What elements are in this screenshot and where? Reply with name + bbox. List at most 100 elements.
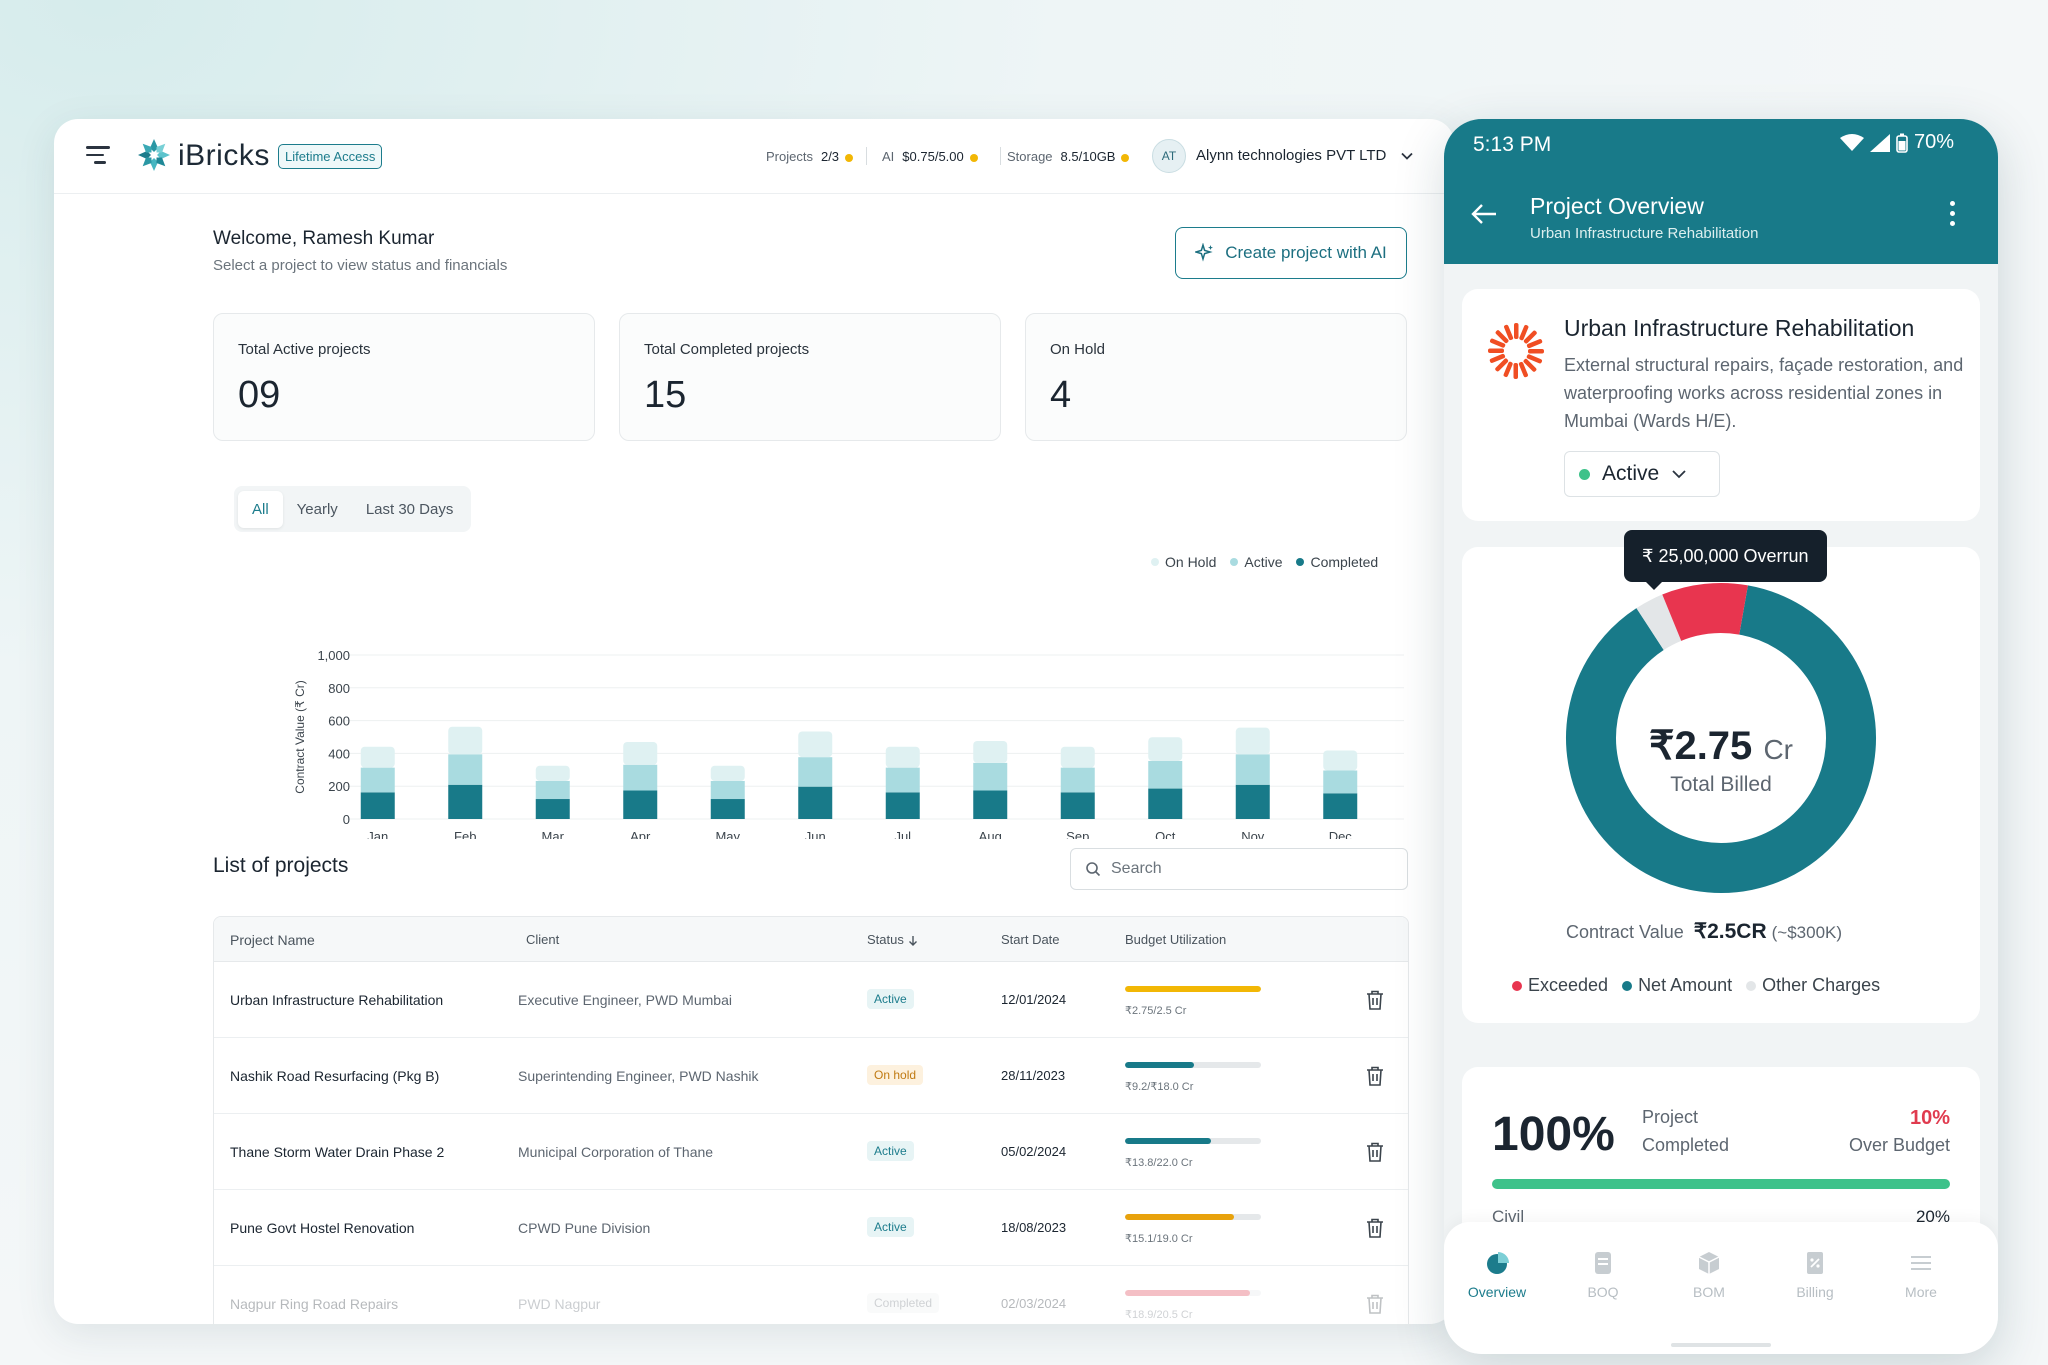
start-date-cell: 02/03/2024 [1001, 1296, 1067, 1311]
bar-on-hold[interactable] [448, 726, 483, 755]
screen-subtitle: Urban Infrastructure Rehabilitation [1530, 225, 1759, 242]
project-name-cell[interactable]: Urban Infrastructure Rehabilitation [230, 992, 444, 1008]
bar-completed[interactable] [535, 799, 570, 819]
header-start-date[interactable]: Start Date [1001, 932, 1060, 947]
box-icon [1698, 1252, 1720, 1274]
bar-on-hold[interactable] [1323, 750, 1358, 771]
trash-icon[interactable] [1365, 1217, 1385, 1239]
bar-on-hold[interactable] [885, 746, 920, 768]
status-dot [1579, 468, 1590, 480]
project-name-cell[interactable]: Pune Govt Hostel Renovation [230, 1220, 415, 1236]
project-info-card: Urban Infrastructure Rehabilitation Exte… [1462, 289, 1980, 521]
bar-completed[interactable] [973, 790, 1008, 819]
bar-active[interactable] [535, 780, 570, 800]
client-cell: Superintending Engineer, PWD Nashik [518, 1068, 759, 1084]
bar-active[interactable] [885, 767, 920, 793]
contract-value-amount: ₹2.5CR [1693, 920, 1767, 943]
bar-active[interactable] [623, 764, 658, 791]
bar-on-hold[interactable] [1060, 746, 1095, 768]
table-row[interactable]: Pune Govt Hostel Renovation CPWD Pune Div… [214, 1190, 1408, 1266]
bar-completed[interactable] [360, 792, 395, 819]
period-filter: All Yearly Last 30 Days [234, 486, 472, 532]
donut-exceeded[interactable] [1566, 583, 1876, 893]
bar-on-hold[interactable] [535, 765, 570, 781]
bar-active[interactable] [1060, 767, 1095, 793]
bar-completed[interactable] [1235, 784, 1270, 819]
menu-icon[interactable] [86, 146, 110, 166]
table-row[interactable]: Urban Infrastructure Rehabilitation Execu… [214, 962, 1408, 1038]
avatar[interactable]: AT [1152, 139, 1186, 173]
logo-ray [1495, 358, 1509, 372]
project-name-cell[interactable]: Thane Storm Water Drain Phase 2 [230, 1144, 445, 1160]
start-date-cell: 12/01/2024 [1001, 992, 1067, 1007]
header-project-name[interactable]: Project Name [230, 932, 315, 948]
company-name[interactable]: Alynn technologies PVT LTD [1196, 147, 1387, 164]
bar-on-hold[interactable] [1235, 727, 1270, 755]
top-bar: iBricks Lifetime Access Projects 2/3 AI $0… [54, 119, 1454, 194]
bar-on-hold[interactable] [798, 731, 833, 758]
filter-last-30-days[interactable]: Last 30 Days [365, 500, 454, 518]
header-client[interactable]: Client [526, 932, 560, 947]
status-dropdown[interactable]: Active [1564, 451, 1720, 497]
back-arrow-icon[interactable] [1470, 203, 1498, 225]
bar-completed[interactable] [448, 784, 483, 819]
tab-boq[interactable]: BOQ [1550, 1250, 1656, 1300]
status-badge: On hold [867, 1065, 924, 1085]
logo-ray [1503, 361, 1513, 378]
header-status[interactable]: Status [867, 932, 919, 947]
bar-completed[interactable] [1060, 792, 1095, 819]
bar-active[interactable] [1235, 754, 1270, 785]
bar-active[interactable] [710, 780, 745, 800]
chevron-down-icon[interactable] [1400, 149, 1414, 163]
bar-completed[interactable] [1323, 793, 1358, 819]
filter-all[interactable]: All [238, 490, 283, 528]
search-input[interactable] [1111, 857, 1391, 881]
tab-overview[interactable]: Overview [1444, 1250, 1550, 1300]
kpi-label: On Hold [1050, 341, 1106, 358]
bar-completed[interactable] [623, 790, 658, 819]
project-name-cell[interactable]: Nagpur Ring Road Repairs [230, 1296, 399, 1312]
table-row[interactable]: Nashik Road Resurfacing (Pkg B) Superinte… [214, 1038, 1408, 1114]
bar-on-hold[interactable] [623, 741, 658, 765]
sort-arrow-icon [909, 935, 918, 946]
y-axis-label: Contract Value (₹ Cr) [293, 680, 307, 793]
create-project-ai-button[interactable]: Create project with AI [1175, 227, 1407, 279]
contract-value-chart: 1,000 800 600 400 200 0 Contract Value (₹ Cr) J… [293, 648, 1404, 839]
bar-on-hold[interactable] [1148, 737, 1183, 761]
table-row[interactable]: Nagpur Ring Road Repairs PWD Nagpur Comple… [214, 1266, 1408, 1324]
logo-ray [1495, 330, 1509, 344]
contract-value: Contract Value ₹2.5CR (~$300K) [1566, 919, 1842, 944]
bar-on-hold[interactable] [710, 765, 745, 781]
bar-completed[interactable] [710, 799, 745, 819]
bar-active[interactable] [798, 757, 833, 787]
bar-active[interactable] [1148, 760, 1183, 789]
search-box[interactable] [1070, 848, 1408, 890]
tab-more[interactable]: More [1868, 1250, 1974, 1300]
status-value: Active [1602, 462, 1660, 485]
tab-billing[interactable]: Billing [1762, 1250, 1868, 1300]
bar-active[interactable] [360, 767, 395, 793]
kpi-card-on-hold: On Hold 4 [1025, 313, 1407, 441]
billing-card: ₹2.75 Cr Total Billed Contract Value ₹2.5… [1462, 547, 1980, 1023]
x-tick-label: Jun [805, 829, 826, 839]
filter-yearly[interactable]: Yearly [296, 500, 338, 518]
bar-completed[interactable] [885, 792, 920, 819]
bar-completed[interactable] [1148, 788, 1183, 819]
project-name-cell[interactable]: Nashik Road Resurfacing (Pkg B) [230, 1068, 440, 1084]
completion-label-1: Project [1642, 1107, 1699, 1127]
trash-icon[interactable] [1365, 1065, 1385, 1087]
table-row[interactable]: Thane Storm Water Drain Phase 2 Municipal… [214, 1114, 1408, 1190]
trash-icon[interactable] [1365, 1141, 1385, 1163]
bar-active[interactable] [1323, 770, 1358, 794]
trash-icon[interactable] [1365, 989, 1385, 1011]
bar-active[interactable] [448, 754, 483, 785]
tab-bom[interactable]: BOM [1656, 1250, 1762, 1300]
kpi-card-active: Total Active projects 09 [213, 313, 595, 441]
bar-on-hold[interactable] [360, 746, 395, 768]
bar-active[interactable] [973, 762, 1008, 791]
logo-ray [1526, 354, 1543, 364]
trash-icon[interactable] [1365, 1293, 1385, 1315]
bar-completed[interactable] [798, 786, 833, 819]
more-vertical-icon[interactable] [1950, 201, 1955, 231]
bar-on-hold[interactable] [973, 741, 1008, 763]
